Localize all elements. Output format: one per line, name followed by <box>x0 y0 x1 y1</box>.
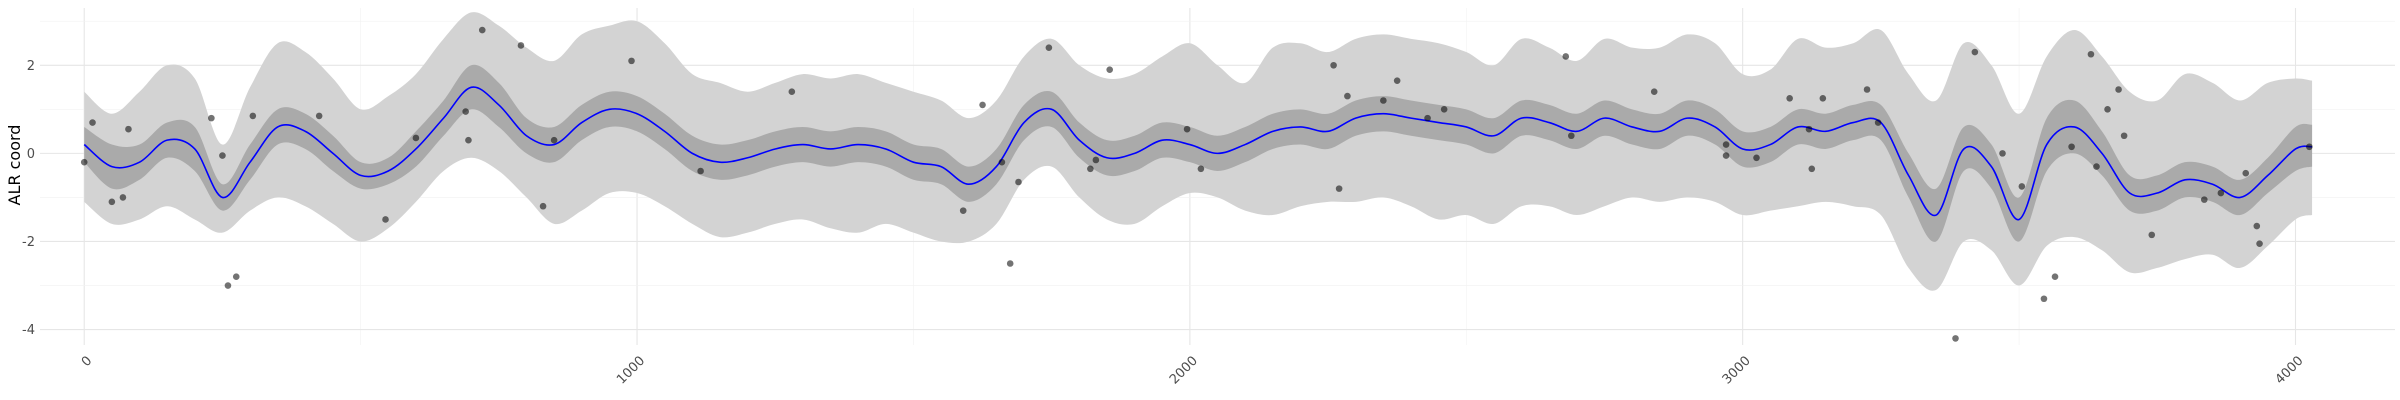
data-point <box>2018 183 2026 190</box>
data-point <box>224 282 232 289</box>
data-point <box>1087 165 1094 173</box>
data-point <box>998 158 1006 166</box>
observed-points <box>80 26 2313 342</box>
data-point <box>2115 86 2122 93</box>
data-point <box>1874 119 1882 126</box>
data-point <box>697 167 704 175</box>
data-point <box>1335 185 1343 192</box>
y-tick-label: 0 <box>27 147 35 162</box>
data-point <box>2148 231 2156 239</box>
data-point <box>2200 196 2208 203</box>
data-point <box>788 88 796 95</box>
data-point <box>1819 95 1827 102</box>
data-point <box>1092 156 1100 164</box>
data-point <box>959 207 967 214</box>
data-point <box>1015 178 1022 186</box>
data-point <box>1786 95 1793 102</box>
data-point <box>478 26 486 34</box>
y-tick-label: 2 <box>27 59 35 74</box>
data-point <box>1753 154 1760 162</box>
data-point <box>2040 295 2048 303</box>
data-point <box>2051 273 2059 281</box>
data-point <box>2253 222 2261 230</box>
x-tick-label: 2000 <box>1167 353 1201 387</box>
data-point <box>89 119 96 126</box>
data-point <box>1393 77 1401 84</box>
data-point <box>315 112 323 120</box>
data-point <box>1106 66 1114 73</box>
data-point <box>1722 152 1730 159</box>
data-point <box>2087 50 2095 58</box>
data-point <box>1197 165 1205 173</box>
confidence-bands <box>84 12 2313 291</box>
data-point <box>1650 88 1658 95</box>
data-point <box>80 158 88 166</box>
data-point <box>219 152 226 159</box>
data-point <box>2256 240 2263 247</box>
data-point <box>1999 150 2006 157</box>
data-point <box>1380 97 1387 104</box>
data-point <box>2120 132 2128 140</box>
data-point <box>232 273 240 281</box>
data-point <box>1440 106 1448 113</box>
data-point <box>1006 260 1014 267</box>
data-point <box>2104 106 2111 113</box>
data-point <box>1971 48 1979 56</box>
data-point <box>382 216 389 223</box>
data-point <box>1805 125 1813 133</box>
data-point <box>119 194 127 201</box>
data-point <box>249 112 257 120</box>
data-point <box>1424 114 1431 122</box>
data-point <box>1808 165 1816 173</box>
data-point <box>1568 132 1575 140</box>
data-point <box>2093 163 2100 170</box>
data-point <box>1863 86 1871 93</box>
data-point <box>1952 335 1959 342</box>
data-point <box>2306 143 2313 151</box>
data-point <box>412 134 420 142</box>
data-point <box>208 114 215 122</box>
inner-band <box>84 64 2313 242</box>
data-point <box>979 101 986 109</box>
x-tick-label: 3000 <box>1720 353 1754 387</box>
y-axis-title: ALR coord <box>5 125 24 206</box>
data-point <box>517 42 525 49</box>
data-point <box>539 202 547 210</box>
x-tick-label: 4000 <box>2273 353 2307 387</box>
data-point <box>462 108 469 115</box>
data-point <box>108 198 116 206</box>
data-point <box>2217 189 2225 197</box>
fitted-line <box>83 86 2313 221</box>
x-tick-label: 0 <box>79 353 95 369</box>
data-point <box>465 136 472 144</box>
data-point <box>125 125 132 133</box>
data-point <box>1330 61 1337 69</box>
data-point <box>1344 92 1351 100</box>
data-point <box>1562 53 1570 60</box>
y-tick-label: -4 <box>22 323 35 338</box>
data-point <box>628 57 635 65</box>
data-point <box>2242 169 2250 177</box>
data-point <box>1183 125 1191 133</box>
fit-line <box>83 86 2313 221</box>
x-tick-label: 1000 <box>614 353 648 387</box>
data-point <box>1045 44 1053 51</box>
y-tick-label: -2 <box>22 235 35 250</box>
data-point <box>550 136 558 144</box>
data-point <box>1722 141 1730 148</box>
data-point <box>2068 143 2075 151</box>
